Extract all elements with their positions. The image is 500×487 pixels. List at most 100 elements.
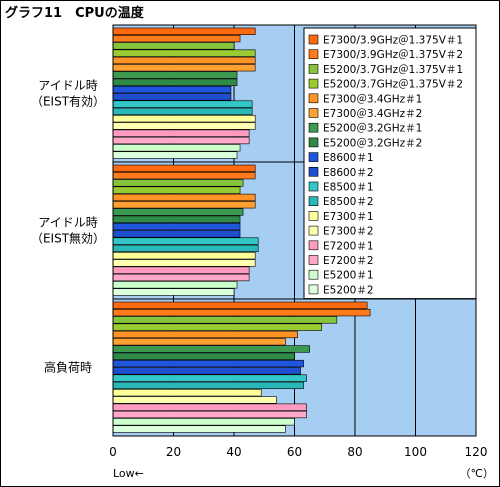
- bar: [112, 27, 256, 35]
- bar: [112, 244, 259, 253]
- bar: [112, 410, 307, 419]
- legend-entry: E7300＠3.4GHz＃2: [323, 108, 422, 120]
- bar: [112, 186, 241, 194]
- x-tick-label: 40: [226, 445, 241, 459]
- legend-swatch: [308, 78, 319, 89]
- bar: [112, 403, 307, 411]
- bar: [112, 122, 256, 130]
- bar: [112, 316, 338, 324]
- legend-swatch: [308, 122, 319, 133]
- bar: [112, 389, 262, 397]
- x-axis-unit: （℃）: [460, 467, 494, 480]
- legend-swatch: [308, 108, 319, 118]
- bar: [112, 323, 323, 331]
- bar: [112, 115, 256, 123]
- legend-swatch: [308, 196, 319, 206]
- legend-swatch: [308, 284, 319, 295]
- x-tick-label: 60: [287, 445, 302, 459]
- legend-entry: E7300/3.9GHz＠1.375V＃2: [323, 49, 463, 61]
- legend-entry: E5200＠3.2GHz＃1: [323, 123, 422, 135]
- bar: [112, 222, 241, 231]
- bar: [112, 345, 310, 353]
- bar: [112, 259, 256, 267]
- bar: [112, 42, 235, 50]
- bar: [112, 171, 256, 180]
- legend-entry: E5200＃2: [323, 284, 374, 296]
- bar: [112, 396, 277, 404]
- bar: [112, 338, 286, 346]
- legend-swatch: [308, 240, 319, 251]
- bar: [112, 100, 253, 108]
- bar: [112, 144, 241, 152]
- legend-entry: E8500＃1: [323, 182, 374, 194]
- bar: [112, 34, 241, 43]
- category-label: （EIST無効）: [31, 231, 105, 246]
- legend-swatch: [308, 152, 319, 162]
- category-label: アイドル時: [38, 216, 97, 230]
- legend-swatch: [308, 255, 319, 265]
- bar: [112, 49, 256, 57]
- bar: [112, 330, 298, 339]
- x-tick-label: 0: [109, 445, 117, 459]
- legend-entry: E5200＠3.2GHz＃2: [323, 137, 422, 149]
- legend-swatch: [308, 225, 319, 236]
- legend-swatch: [308, 137, 319, 148]
- bar: [112, 179, 244, 187]
- legend-swatch: [308, 93, 319, 104]
- category-label: アイドル時: [38, 79, 97, 93]
- x-tick-label: 20: [166, 445, 181, 459]
- legend-entry: E7300＃1: [323, 211, 374, 223]
- legend-entry: E7200＃1: [323, 240, 374, 252]
- bar: [112, 425, 286, 433]
- bar: [112, 56, 256, 65]
- x-tick-label: 80: [347, 445, 362, 459]
- bar: [112, 230, 241, 238]
- legend-entry: E7300＃2: [323, 226, 374, 238]
- legend-entry: E7300＠3.4GHz＃1: [323, 93, 422, 105]
- bar: [112, 164, 256, 172]
- legend-swatch: [308, 34, 319, 45]
- legend-entry: E8600＃2: [323, 167, 374, 179]
- legend-entry: E8600＃1: [323, 152, 374, 164]
- legend-entry: E5200＃1: [323, 270, 374, 282]
- bar: [112, 85, 232, 94]
- bar: [112, 374, 307, 382]
- legend-box: [303, 27, 477, 300]
- bar: [112, 71, 238, 79]
- bar: [112, 201, 256, 209]
- bar: [112, 281, 238, 289]
- bar: [112, 273, 250, 282]
- legend-swatch: [308, 49, 319, 60]
- bar: [112, 367, 301, 375]
- bar: [112, 359, 304, 368]
- bar: [112, 418, 295, 426]
- bar: [112, 288, 235, 296]
- bar: [112, 301, 368, 309]
- x-axis-low-note: Low←: [113, 467, 144, 480]
- legend-swatch: [308, 167, 319, 177]
- chart-title: グラフ11 CPUの温度: [5, 6, 144, 21]
- legend-entry: E7300/3.9GHz＠1.375V＃1: [323, 35, 463, 47]
- category-label: （EIST有効）: [31, 94, 105, 109]
- bar: [112, 308, 371, 317]
- legend-swatch: [308, 211, 319, 221]
- bar: [112, 237, 259, 245]
- legend-swatch: [308, 181, 319, 192]
- bar: [112, 64, 256, 72]
- legend-swatch: [308, 64, 319, 74]
- category-label: 高負荷時: [44, 360, 92, 375]
- legend-entry: E5200/3.7GHz＠1.375V＃1: [323, 64, 463, 76]
- bar: [112, 93, 232, 101]
- legend-swatch: [308, 269, 319, 280]
- x-tick-label: 120: [465, 445, 488, 459]
- bar: [112, 129, 250, 137]
- bar: [112, 193, 256, 202]
- bar: [112, 381, 304, 390]
- bar: [112, 136, 250, 145]
- bar: [112, 266, 250, 274]
- legend-entry: E5200/3.7GHz＠1.375V＃2: [323, 79, 463, 91]
- bar: [112, 352, 295, 360]
- legend-entry: E7200＃2: [323, 255, 374, 267]
- bar: [112, 215, 241, 223]
